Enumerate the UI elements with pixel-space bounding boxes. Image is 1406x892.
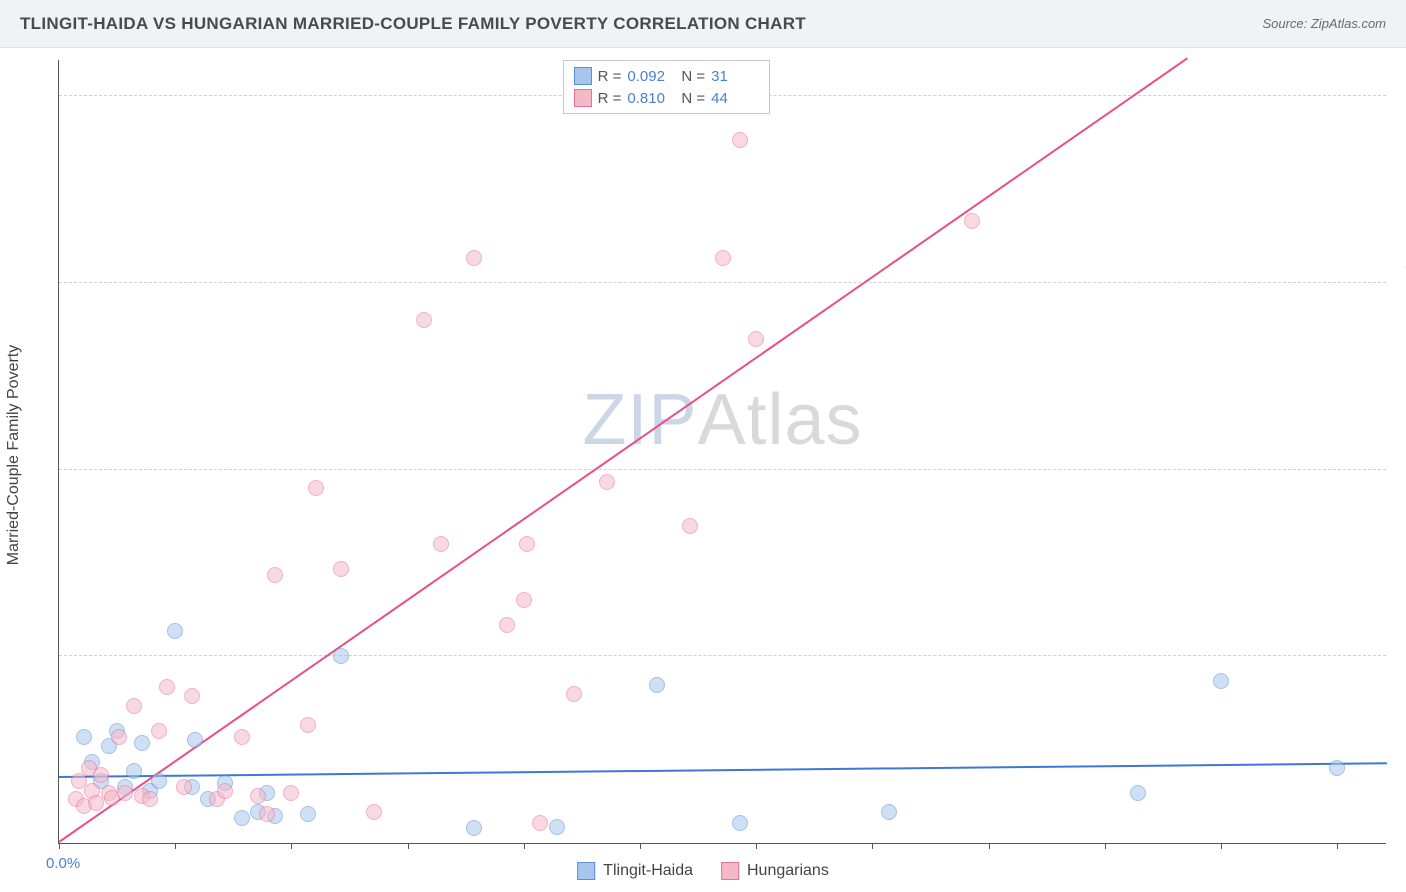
data-point (466, 250, 482, 266)
data-point (142, 791, 158, 807)
x-tick (756, 843, 757, 849)
data-point (549, 819, 565, 835)
data-point (1130, 785, 1146, 801)
chart-area: ZIPAtlas 15.0%30.0%45.0%60.0% 0.0% 80.0%… (58, 60, 1386, 844)
stats-legend: R = 0.092 N = 31 R = 0.810 N = 44 (563, 60, 771, 114)
stat-r-value: 0.810 (627, 90, 675, 107)
data-point (234, 729, 250, 745)
data-point (151, 723, 167, 739)
x-tick (1105, 843, 1106, 849)
data-point (682, 518, 698, 534)
legend-swatch (574, 67, 592, 85)
x-tick (1337, 843, 1338, 849)
data-point (76, 729, 92, 745)
data-point (566, 686, 582, 702)
stats-legend-row: R = 0.092 N = 31 (574, 65, 760, 87)
data-point (126, 763, 142, 779)
data-point (151, 773, 167, 789)
data-point (187, 732, 203, 748)
plot-region: ZIPAtlas 15.0%30.0%45.0%60.0% (58, 60, 1386, 844)
legend-item: Hungarians (721, 862, 829, 880)
data-point (308, 480, 324, 496)
data-point (117, 785, 133, 801)
data-point (93, 767, 109, 783)
data-point (416, 312, 432, 328)
bottom-legend: Tlingit-Haida Hungarians (577, 862, 829, 880)
data-point (649, 677, 665, 693)
stat-r-value: 0.092 (627, 68, 675, 85)
data-point (111, 729, 127, 745)
data-point (366, 804, 382, 820)
x-tick (524, 843, 525, 849)
legend-swatch (721, 862, 739, 880)
stats-legend-row: R = 0.810 N = 44 (574, 87, 760, 109)
legend-swatch (574, 89, 592, 107)
watermark-zip: ZIP (582, 380, 697, 460)
gridline (59, 469, 1386, 470)
legend-item: Tlingit-Haida (577, 862, 693, 880)
data-point (519, 536, 535, 552)
data-point (516, 592, 532, 608)
data-point (715, 250, 731, 266)
data-point (732, 815, 748, 831)
data-point (234, 810, 250, 826)
stat-r-label: R = (598, 68, 622, 85)
data-point (881, 804, 897, 820)
data-point (259, 806, 275, 822)
data-point (333, 561, 349, 577)
trend-line (59, 763, 1387, 779)
stat-n-label: N = (681, 68, 705, 85)
stat-r-label: R = (598, 90, 622, 107)
data-point (1213, 673, 1229, 689)
data-point (532, 815, 548, 831)
data-point (184, 688, 200, 704)
data-point (964, 213, 980, 229)
data-point (732, 132, 748, 148)
data-point (748, 331, 764, 347)
stat-n-value: 44 (711, 90, 759, 107)
data-point (217, 783, 233, 799)
data-point (167, 623, 183, 639)
data-point (126, 698, 142, 714)
stat-n-value: 31 (711, 68, 759, 85)
chart-title: TLINGIT-HAIDA VS HUNGARIAN MARRIED-COUPL… (20, 14, 806, 34)
legend-swatch (577, 862, 595, 880)
x-origin-label: 0.0% (46, 855, 80, 872)
legend-label: Hungarians (747, 862, 829, 880)
data-point (300, 806, 316, 822)
data-point (1329, 760, 1345, 776)
data-point (333, 648, 349, 664)
data-point (300, 717, 316, 733)
data-point (433, 536, 449, 552)
data-point (134, 735, 150, 751)
data-point (250, 788, 266, 804)
gridline (59, 655, 1386, 656)
source-attribution: Source: ZipAtlas.com (1262, 16, 1386, 31)
gridline (59, 282, 1386, 283)
data-point (599, 474, 615, 490)
x-tick (291, 843, 292, 849)
x-tick (59, 843, 60, 849)
x-tick (872, 843, 873, 849)
y-axis-label: Married-Couple Family Poverty (5, 345, 23, 566)
x-tick (989, 843, 990, 849)
data-point (267, 567, 283, 583)
data-point (466, 820, 482, 836)
x-tick (640, 843, 641, 849)
stat-n-label: N = (681, 90, 705, 107)
x-tick (1221, 843, 1222, 849)
watermark-atlas: Atlas (697, 380, 862, 460)
x-tick (408, 843, 409, 849)
header-bar: TLINGIT-HAIDA VS HUNGARIAN MARRIED-COUPL… (0, 0, 1406, 48)
data-point (499, 617, 515, 633)
data-point (176, 779, 192, 795)
x-tick (175, 843, 176, 849)
legend-label: Tlingit-Haida (603, 862, 693, 880)
data-point (283, 785, 299, 801)
trend-line (58, 57, 1188, 843)
data-point (159, 679, 175, 695)
